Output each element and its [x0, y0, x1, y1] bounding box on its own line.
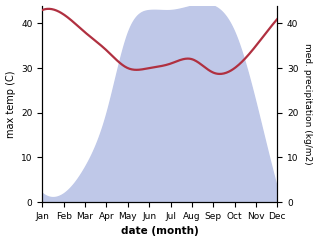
Y-axis label: med. precipitation (kg/m2): med. precipitation (kg/m2)	[303, 43, 313, 165]
X-axis label: date (month): date (month)	[121, 227, 199, 236]
Y-axis label: max temp (C): max temp (C)	[5, 70, 16, 138]
